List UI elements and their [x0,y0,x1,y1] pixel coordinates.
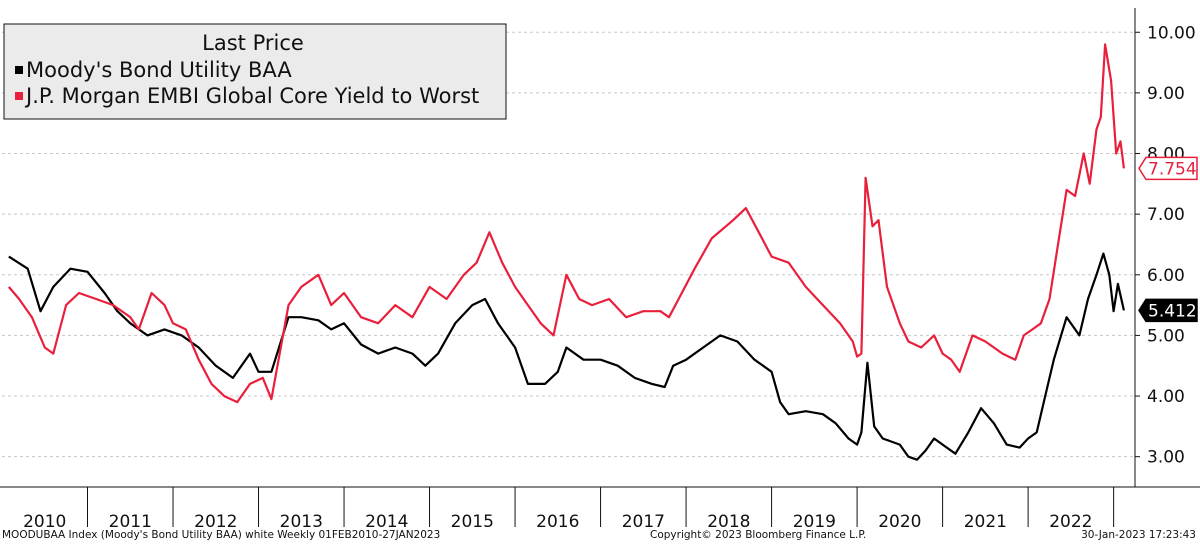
xtick-label: 2014 [365,512,408,532]
xtick-label: 2021 [964,512,1007,532]
series-line-embi [7,43,1125,404]
xtick-label: 2015 [451,512,494,532]
legend-label-moodys: Moody's Bond Utility BAA [26,58,292,82]
legend: Last Price Moody's Bond Utility BAA J.P.… [3,23,507,120]
xtick-label: 2017 [622,512,665,532]
ytick-label: 5.00 [1147,326,1185,346]
ytick-label: 4.00 [1147,387,1185,407]
footer-right: 30-Jan-2023 17:23:43 [1081,529,1196,541]
last-value-label: 7.754 [1148,159,1197,179]
ytick-label: 7.00 [1147,205,1185,225]
footer-left: MOODUBAA Index (Moody's Bond Utility BAA… [2,529,441,541]
xtick-label: 2016 [536,512,579,532]
ytick-label: 3.00 [1147,448,1185,468]
last-value-tag [1138,156,1198,181]
last-value-labels: 5.412 7.754 [1138,156,1198,323]
ytick-label: 6.00 [1147,266,1185,286]
xtick-label: 2019 [793,512,836,532]
legend-title: Last Price [202,31,304,55]
xtick-label: 2010 [23,512,66,532]
xtick-label: 2022 [1049,512,1092,532]
last-value-tag [1138,298,1198,323]
xtick-label: 2018 [707,512,750,532]
legend-box [3,23,507,120]
ytick-label: 9.00 [1147,84,1185,104]
xtick-label: 2011 [109,512,152,532]
xtick-label: 2020 [878,512,921,532]
legend-swatch-embi [15,92,23,100]
series-line-moodys [8,252,1125,461]
ytick-label: 10.00 [1147,23,1196,43]
legend-label-embi: J.P. Morgan EMBI Global Core Yield to Wo… [24,84,479,108]
series-group [7,43,1125,461]
footer-center: Copyright© 2023 Bloomberg Finance L.P. [650,529,867,541]
last-value-label: 5.412 [1148,301,1197,321]
legend-swatch-moodys [15,66,23,74]
xtick-label: 2013 [280,512,323,532]
xtick-label: 2012 [194,512,237,532]
